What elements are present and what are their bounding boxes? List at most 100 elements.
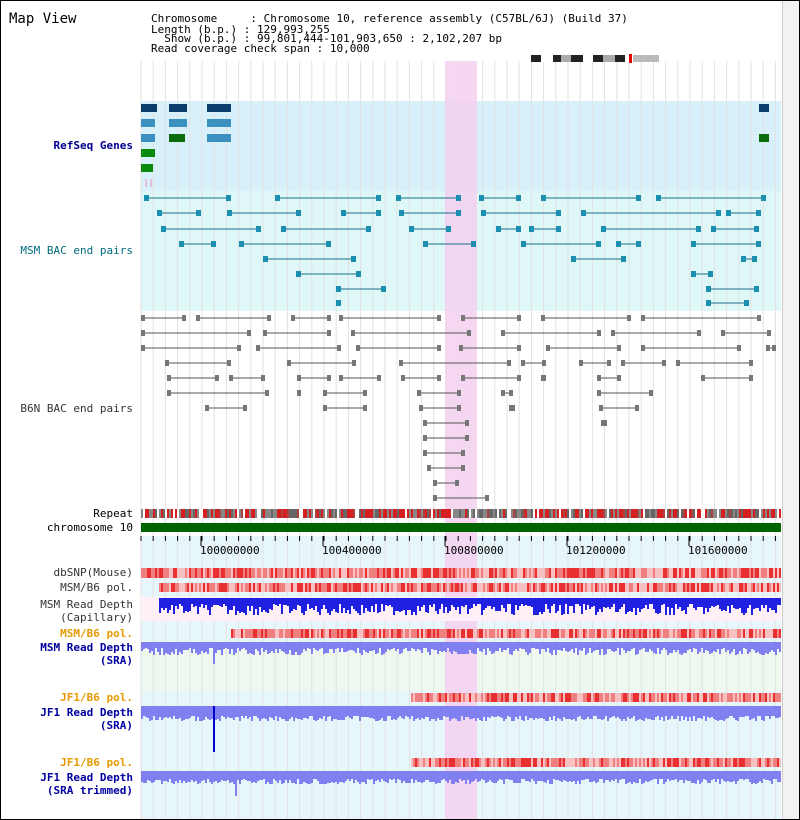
repeat-block xyxy=(283,509,285,518)
chromosome-ideogram[interactable] xyxy=(531,54,659,63)
pol-block xyxy=(451,758,453,767)
depth-bar xyxy=(429,598,431,605)
depth-bar xyxy=(659,642,661,654)
pol-block xyxy=(557,629,559,638)
pol-block xyxy=(597,583,599,592)
pol-block xyxy=(173,583,175,592)
depth-bar xyxy=(553,598,555,604)
pol-block xyxy=(669,583,671,592)
track-label-refseq[interactable]: RefSeq Genes xyxy=(53,139,133,152)
pol-block xyxy=(679,629,681,638)
depth-bar xyxy=(169,598,171,610)
depth-bar xyxy=(731,706,733,716)
pol-block xyxy=(553,758,555,767)
pol-block xyxy=(207,583,209,592)
pol-block xyxy=(727,568,729,578)
pol-block xyxy=(703,758,705,767)
repeat-block xyxy=(465,509,467,518)
track-label-msm-read-depth-capillary[interactable]: MSM Read Depth xyxy=(40,598,133,611)
depth-bar xyxy=(665,598,667,615)
track-label-msm-read-depth-sra[interactable]: MSM Read Depth xyxy=(40,641,133,654)
depth-bar xyxy=(485,771,487,783)
track-label-jf1-read-depth[interactable]: JF1 Read Depth xyxy=(40,706,133,719)
pol-block xyxy=(425,758,427,767)
axis-tick-label: 101200000 xyxy=(566,544,626,557)
track-label-jf1-b6-pol[interactable]: JF1/B6 pol. xyxy=(60,691,133,704)
pol-block xyxy=(719,629,721,638)
repeat-block xyxy=(761,509,763,518)
track-label-jf1-read-depth-trimmed[interactable]: JF1 Read Depth xyxy=(40,771,133,784)
pol-block xyxy=(577,693,579,702)
pol-block xyxy=(553,629,555,638)
pol-block xyxy=(655,568,657,578)
pol-block xyxy=(361,568,363,578)
depth-bar xyxy=(243,771,245,779)
repeat-block xyxy=(187,509,189,518)
pol-block xyxy=(423,583,425,592)
depth-bar xyxy=(317,706,319,720)
depth-bar xyxy=(191,642,193,653)
pol-block xyxy=(213,583,215,592)
repeat-block xyxy=(647,509,649,518)
depth-bar xyxy=(679,771,681,780)
pol-block xyxy=(323,568,325,578)
depth-bar xyxy=(761,771,763,783)
repeat-block xyxy=(415,509,417,518)
depth-bar xyxy=(657,771,659,784)
repeat-block xyxy=(273,509,275,518)
pol-block xyxy=(757,583,759,592)
pol-block xyxy=(549,629,551,638)
depth-bar xyxy=(507,642,509,648)
repeat-block xyxy=(421,509,423,518)
pol-block xyxy=(297,568,299,578)
axis-tick-label: 100400000 xyxy=(322,544,382,557)
depth-bar xyxy=(425,642,427,648)
pol-block xyxy=(629,693,631,702)
pol-block xyxy=(753,629,755,638)
pol-block xyxy=(443,568,445,578)
pol-block xyxy=(497,758,499,767)
track-label-dbsnp[interactable]: dbSNP(Mouse) xyxy=(53,566,133,579)
depth-bar xyxy=(487,771,489,782)
depth-bar xyxy=(313,642,315,648)
track-label-msm-b6-pol-sra[interactable]: MSM/B6 pol. xyxy=(60,627,133,640)
track-label-chromosome[interactable]: chromosome 10 xyxy=(46,521,133,534)
depth-bar xyxy=(551,598,553,606)
pol-block xyxy=(759,568,761,578)
repeat-block xyxy=(503,509,505,518)
track-label-b6n-bac[interactable]: B6N BAC end pairs xyxy=(20,402,133,415)
pol-block xyxy=(423,758,425,767)
repeat-block xyxy=(351,509,353,518)
repeat-block xyxy=(585,509,587,518)
pol-block xyxy=(709,583,711,592)
depth-bar xyxy=(353,642,355,651)
track-label-msm-b6-pol[interactable]: MSM/B6 pol. xyxy=(60,581,133,594)
pol-block xyxy=(527,693,529,702)
depth-bar xyxy=(713,642,715,651)
track-label-repeat[interactable]: Repeat xyxy=(93,507,133,520)
depth-bar xyxy=(389,642,391,650)
depth-bar xyxy=(251,642,253,654)
depth-bar xyxy=(651,771,653,780)
depth-bar xyxy=(707,771,709,783)
pol-block xyxy=(741,568,743,578)
pol-block xyxy=(651,583,653,592)
repeat-block xyxy=(537,509,539,518)
pol-block xyxy=(565,758,567,767)
b6n-bac-end xyxy=(749,375,753,381)
pol-block xyxy=(607,583,609,592)
depth-bar xyxy=(629,706,631,719)
depth-bar xyxy=(391,706,393,720)
vertical-scrollbar[interactable] xyxy=(782,1,799,819)
track-label-jf1-b6-pol-trimmed[interactable]: JF1/B6 pol. xyxy=(60,756,133,769)
depth-bar xyxy=(349,598,351,614)
depth-bar xyxy=(443,598,445,613)
depth-bar xyxy=(643,598,645,608)
repeat-block xyxy=(201,509,203,518)
track-label-msm-bac[interactable]: MSM BAC end pairs xyxy=(20,244,133,257)
pol-block xyxy=(511,568,513,578)
depth-bar xyxy=(393,771,395,779)
depth-bar xyxy=(211,642,213,648)
depth-bar xyxy=(447,598,449,613)
